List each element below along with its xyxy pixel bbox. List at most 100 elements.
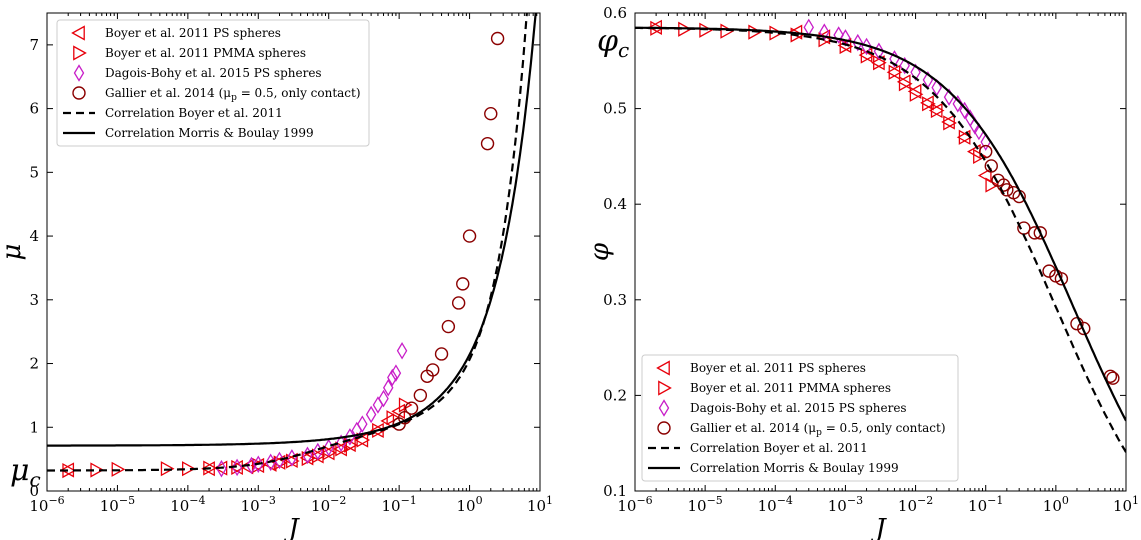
data-point xyxy=(265,453,276,472)
data-point xyxy=(977,167,992,184)
x-tick-label: 10−5 xyxy=(100,494,135,515)
legend-marker xyxy=(72,86,86,100)
data-point xyxy=(441,319,456,334)
data-point xyxy=(922,96,936,112)
data-point xyxy=(312,442,324,461)
x-tick-label: 10−2 xyxy=(311,494,346,515)
x-tick-label: 10−1 xyxy=(968,494,1003,515)
data-point xyxy=(910,63,921,82)
critical-value-annotation: μc xyxy=(10,454,41,492)
data-point xyxy=(896,74,911,90)
data-point xyxy=(943,115,957,131)
data-point xyxy=(699,22,713,38)
data-point xyxy=(231,458,243,477)
data-point xyxy=(979,144,993,159)
data-point xyxy=(1106,371,1120,385)
data-point xyxy=(490,31,505,46)
x-tick-label: 10−1 xyxy=(381,494,416,515)
legend-marker xyxy=(73,45,87,61)
correlation-curve xyxy=(47,13,528,472)
y-tick-label: 0 xyxy=(29,482,39,500)
data-point xyxy=(803,18,815,37)
x-tick-label: 10−2 xyxy=(898,494,933,515)
legend-label: Correlation Morris & Boulay 1999 xyxy=(690,461,899,475)
legend-marker xyxy=(658,380,672,396)
data-point xyxy=(720,23,735,39)
x-tick-label: 101 xyxy=(1113,494,1139,515)
legend-box xyxy=(56,19,370,147)
data-point xyxy=(274,451,285,470)
x-tick-label: 10−4 xyxy=(170,494,205,515)
plot-area xyxy=(47,13,537,479)
data-point xyxy=(451,296,466,310)
data-point xyxy=(413,388,428,403)
data-point xyxy=(484,106,498,121)
data-point xyxy=(404,401,419,415)
correlation-curve xyxy=(635,26,1126,422)
data-point xyxy=(252,457,267,474)
data-point xyxy=(930,102,945,119)
x-tick-label: 100 xyxy=(457,494,483,515)
data-point xyxy=(1033,226,1047,240)
data-point xyxy=(952,95,964,113)
data-point xyxy=(748,24,763,40)
x-tick-label: 10−5 xyxy=(687,494,722,515)
legend-label: Correlation Boyer et al. 2011 xyxy=(690,441,868,455)
legend-label: Correlation Boyer et al. 2011 xyxy=(105,106,283,120)
legend-label: Dagois-Bohy et al. 2015 PS spheres xyxy=(690,401,907,415)
legend-box xyxy=(641,354,959,482)
data-point xyxy=(344,428,356,446)
data-point xyxy=(213,460,228,476)
y-tick-label: 0.6 xyxy=(603,4,627,22)
y-tick-label: 6 xyxy=(29,100,39,118)
plot-frame xyxy=(634,12,1127,492)
data-point xyxy=(357,415,368,433)
data-point xyxy=(311,448,326,464)
legend-label: Boyer et al. 2011 PS spheres xyxy=(105,26,281,40)
mu-vs-j-chart: 10−6 10−5 10−4 10−3 10−2 10−1 100 10101234567Jμ… xyxy=(0,12,553,540)
data-point xyxy=(434,347,449,361)
y-axis-label: φ xyxy=(585,242,615,261)
y-tick-label: 0.1 xyxy=(603,482,627,500)
data-point xyxy=(873,55,887,71)
y-axis-label: μ xyxy=(0,244,27,261)
x-axis-label: J xyxy=(870,514,887,540)
data-point xyxy=(335,441,349,457)
legend-marker xyxy=(658,399,670,417)
data-point xyxy=(456,277,470,291)
legend-marker xyxy=(73,64,85,82)
data-point xyxy=(852,33,864,52)
data-point xyxy=(1054,272,1069,286)
data-point xyxy=(396,342,408,360)
data-point xyxy=(888,64,903,80)
data-point xyxy=(365,405,377,424)
legend-marker xyxy=(657,421,671,435)
legend-label: Dagois-Bohy et al. 2015 PS spheres xyxy=(105,66,322,80)
data-point xyxy=(931,78,942,97)
data-point xyxy=(372,396,384,414)
y-tick-label: 2 xyxy=(29,355,39,373)
data-point xyxy=(386,410,401,426)
x-tick-label: 10−4 xyxy=(758,494,793,515)
y-tick-label: 5 xyxy=(29,163,39,181)
data-point xyxy=(480,136,495,151)
correlation-curve xyxy=(47,13,537,447)
legend-label: Gallier et al. 2014 (μp = 0.5, only cont… xyxy=(105,86,361,103)
data-point xyxy=(984,159,998,173)
phi-vs-j-chart: 10−6 10−5 10−4 10−3 10−2 10−1 100 1010.10.20.30… xyxy=(585,4,1139,540)
legend-label: Gallier et al. 2014 (μp = 0.5, only cont… xyxy=(690,421,946,438)
data-point xyxy=(378,389,389,408)
data-point xyxy=(382,378,394,397)
data-point xyxy=(898,76,913,92)
data-point xyxy=(909,86,924,102)
y-tick-label: 7 xyxy=(29,36,39,54)
y-tick-label: 0.3 xyxy=(603,291,627,309)
data-point xyxy=(833,26,844,44)
data-point xyxy=(322,445,337,461)
x-tick-label: 10−3 xyxy=(241,494,276,515)
data-point xyxy=(372,422,386,439)
legend-marker xyxy=(656,360,670,376)
data-point xyxy=(959,101,970,120)
data-point xyxy=(302,446,313,465)
y-tick-label: 0.5 xyxy=(603,100,627,118)
